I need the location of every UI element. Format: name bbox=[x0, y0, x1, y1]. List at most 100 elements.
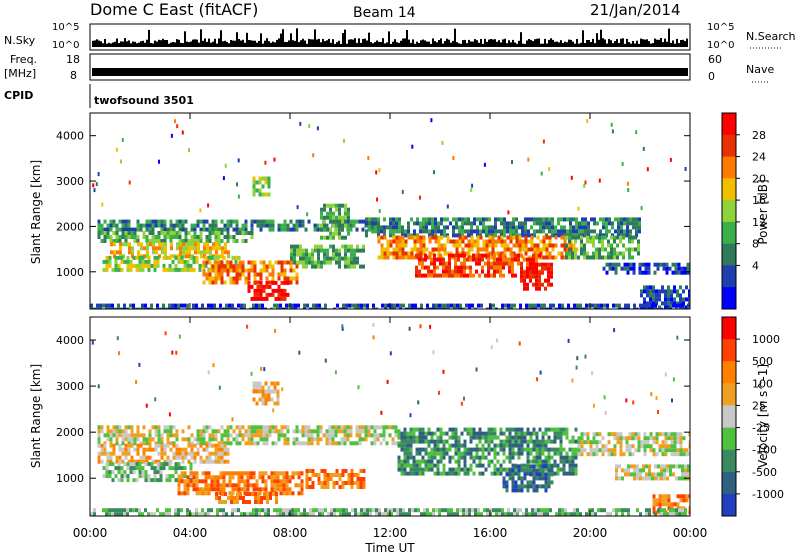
heatmap-cell bbox=[542, 255, 546, 260]
heatmap-cell bbox=[493, 463, 497, 468]
heatmap-cell bbox=[554, 229, 557, 234]
heatmap-cell bbox=[375, 307, 378, 309]
heatmap-cell bbox=[274, 288, 278, 293]
scatter-cell bbox=[135, 379, 138, 384]
heatmap-cell bbox=[335, 231, 338, 236]
heatmap-cell bbox=[130, 443, 134, 448]
heatmap-cell bbox=[396, 303, 399, 308]
heatmap-cell bbox=[211, 276, 215, 281]
heatmap-cell bbox=[521, 243, 525, 248]
heatmap-cell bbox=[688, 494, 690, 499]
heatmap-cell bbox=[274, 280, 278, 285]
heatmap-cell bbox=[194, 250, 197, 255]
heatmap-cell bbox=[395, 221, 398, 226]
heatmap-cell bbox=[475, 451, 479, 456]
nsky-bar bbox=[554, 41, 556, 47]
heatmap-cell bbox=[138, 474, 142, 479]
scatter-cell bbox=[632, 400, 635, 405]
heatmap-cell bbox=[205, 219, 209, 224]
heatmap-cell bbox=[214, 437, 218, 442]
heatmap-cell bbox=[658, 444, 662, 449]
heatmap-cell bbox=[510, 307, 513, 309]
heatmap-cell bbox=[538, 443, 542, 448]
heatmap-cell bbox=[601, 239, 604, 244]
heatmap-cell bbox=[215, 246, 218, 251]
heatmap-cell bbox=[214, 455, 218, 460]
heatmap-cell bbox=[445, 265, 448, 270]
heatmap-cell bbox=[583, 247, 586, 252]
nsky-bar bbox=[190, 41, 192, 47]
heatmap-cell bbox=[120, 267, 124, 272]
heatmap-cell bbox=[545, 251, 549, 256]
heatmap-cell bbox=[514, 443, 518, 448]
heatmap-cell bbox=[165, 267, 169, 272]
heatmap-cell bbox=[352, 441, 356, 446]
heatmap-cell bbox=[613, 251, 616, 256]
heatmap-cell bbox=[550, 439, 554, 444]
heatmap-cell bbox=[440, 247, 444, 252]
heatmap-cell bbox=[412, 471, 416, 476]
heatmap-cell bbox=[576, 303, 579, 308]
heatmap-cell bbox=[372, 303, 375, 308]
heatmap-cell bbox=[320, 235, 323, 240]
heatmap-cell bbox=[308, 485, 312, 489]
heatmap-cell bbox=[662, 262, 666, 267]
heatmap-cell bbox=[538, 427, 542, 432]
heatmap-cell bbox=[553, 463, 557, 468]
nsky-bar bbox=[410, 42, 412, 47]
heatmap-cell bbox=[580, 251, 583, 256]
heatmap-cell bbox=[250, 235, 254, 239]
heatmap-cell bbox=[317, 481, 321, 485]
heatmap-cell bbox=[392, 229, 395, 234]
heatmap-cell bbox=[145, 227, 149, 232]
heatmap-cell bbox=[528, 303, 531, 308]
heatmap-cell bbox=[538, 451, 542, 456]
heatmap-cell bbox=[461, 233, 464, 238]
heatmap-cell bbox=[504, 512, 507, 516]
heatmap-cell bbox=[301, 441, 305, 446]
heatmap-cell bbox=[307, 219, 311, 224]
nsky-bar bbox=[498, 40, 500, 47]
heatmap-cell bbox=[264, 381, 268, 386]
heatmap-cell bbox=[255, 479, 259, 484]
heatmap-cell bbox=[445, 269, 448, 274]
heatmap-cell bbox=[664, 502, 668, 507]
heatmap-cell bbox=[338, 231, 341, 236]
heatmap-cell bbox=[124, 437, 128, 442]
heatmap-cell bbox=[535, 476, 539, 481]
heatmap-cell bbox=[235, 268, 239, 273]
heatmap-cell bbox=[127, 231, 131, 235]
heatmap-cell bbox=[227, 250, 230, 255]
heatmap-cell bbox=[282, 487, 286, 492]
heatmap-cell bbox=[275, 492, 278, 496]
heatmap-cell bbox=[431, 217, 434, 222]
heatmap-cell bbox=[147, 474, 151, 479]
heatmap-cell bbox=[677, 266, 681, 271]
heatmap-cell bbox=[512, 233, 515, 238]
heatmap-cell bbox=[276, 401, 280, 406]
nsky-bar bbox=[286, 42, 288, 47]
heatmap-cell bbox=[330, 512, 333, 516]
heatmap-cell bbox=[181, 223, 185, 228]
heatmap-cell bbox=[247, 272, 251, 277]
heatmap-cell bbox=[176, 242, 179, 247]
heatmap-cell bbox=[118, 227, 122, 232]
heatmap-cell bbox=[199, 429, 203, 434]
nsky-bar bbox=[434, 41, 436, 47]
heatmap-cell bbox=[258, 385, 262, 390]
heatmap-cell bbox=[511, 476, 515, 481]
heatmap-cell bbox=[661, 432, 665, 437]
heatmap-cell bbox=[640, 293, 643, 298]
heatmap-cell bbox=[114, 259, 118, 264]
heatmap-cell bbox=[157, 231, 161, 235]
heatmap-cell bbox=[445, 439, 449, 444]
heatmap-cell bbox=[192, 479, 196, 484]
heatmap-cell bbox=[461, 251, 465, 256]
heatmap-cell bbox=[112, 451, 116, 456]
heatmap-cell bbox=[467, 217, 470, 222]
heatmap-cell bbox=[467, 255, 471, 260]
heatmap-cell bbox=[601, 247, 604, 252]
heatmap-cell bbox=[195, 491, 199, 496]
nsky-bar bbox=[490, 39, 492, 47]
heatmap-cell bbox=[390, 307, 393, 309]
